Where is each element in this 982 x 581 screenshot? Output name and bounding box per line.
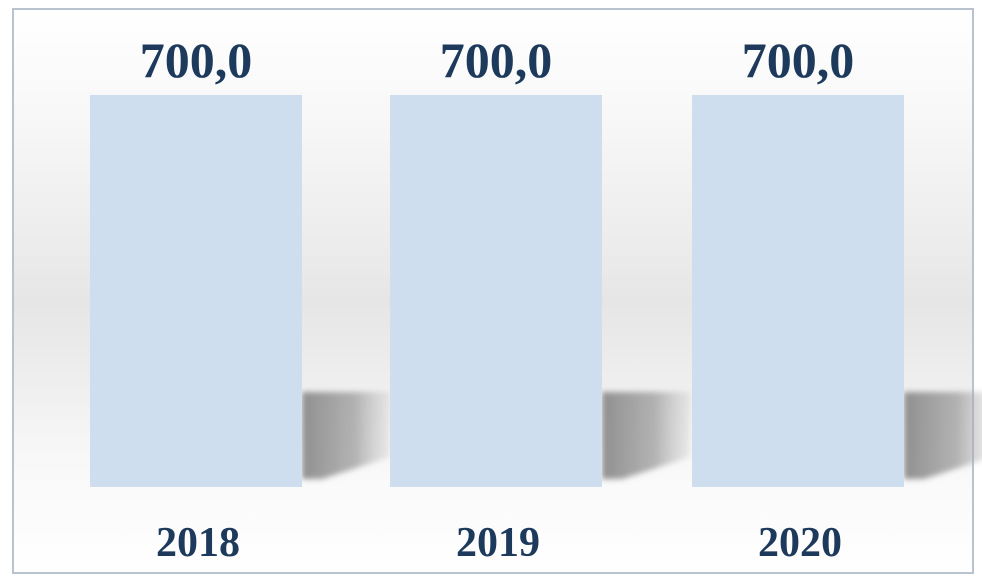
bar-shadow-2018 xyxy=(302,392,390,479)
bar-shadow-2020 xyxy=(904,392,982,479)
value-label-2020: 700,0 xyxy=(742,32,855,88)
bar-2018 xyxy=(90,95,302,487)
bars xyxy=(90,95,904,487)
bar-shadows xyxy=(302,392,982,479)
category-label-2019: 2019 xyxy=(456,520,540,566)
value-label-2019: 700,0 xyxy=(440,32,553,88)
value-labels: 700,0 700,0 700,0 xyxy=(140,32,855,88)
bar-shadow-2019 xyxy=(602,392,690,479)
bar-2019 xyxy=(390,95,602,487)
category-label-2020: 2020 xyxy=(758,520,842,566)
bar-2020 xyxy=(692,95,904,487)
value-label-2018: 700,0 xyxy=(140,32,253,88)
category-labels: 2018 2019 2020 xyxy=(156,520,842,566)
category-label-2018: 2018 xyxy=(156,520,240,566)
